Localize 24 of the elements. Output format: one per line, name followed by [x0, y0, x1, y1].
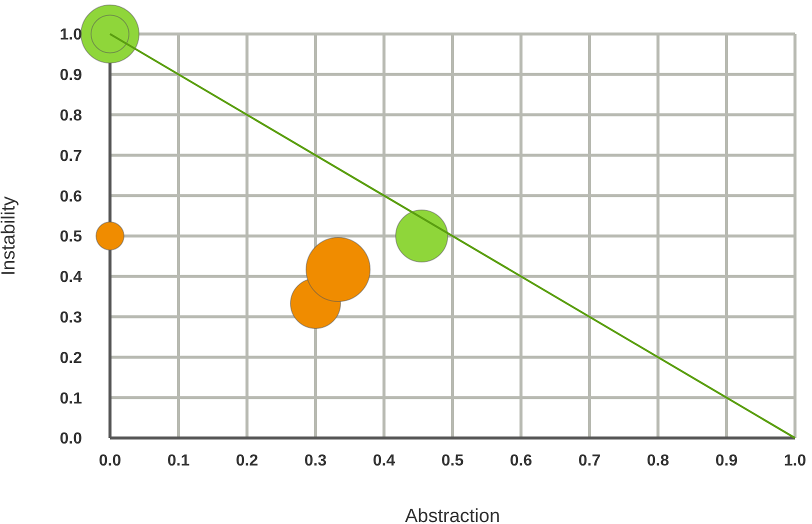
- x-tick-label: 0.8: [646, 452, 670, 470]
- y-tick-label: 0.7: [60, 148, 82, 165]
- y-tick-label: 0.3: [60, 309, 82, 326]
- x-tick-label: 0.3: [304, 452, 327, 470]
- y-tick-label: 0.6: [60, 188, 82, 206]
- y-tick-label: 0.9: [60, 67, 82, 84]
- x-tick-label: 0.5: [441, 452, 464, 470]
- x-tick-label: 0.9: [715, 452, 738, 470]
- x-tick-label: 0.4: [372, 452, 396, 470]
- x-tick-label: 0.2: [236, 452, 258, 470]
- x-tick-label: 0.1: [167, 452, 190, 470]
- x-axis-title: Abstraction: [404, 506, 500, 524]
- y-tick-label: 0.8: [60, 107, 82, 124]
- y-tick-label: 0.2: [60, 350, 82, 367]
- x-tick-label: 1.0: [784, 452, 806, 470]
- y-tick-label: 0.1: [60, 390, 82, 408]
- y-tick-label: 1.0: [60, 26, 82, 44]
- y-tick-label: 0.0: [60, 430, 82, 448]
- x-tick-label: 0.7: [578, 452, 601, 470]
- y-tick-label: 0.5: [60, 228, 82, 246]
- x-tick-label: 0.0: [98, 452, 122, 470]
- y-axis-title: Instability: [0, 196, 20, 276]
- y-tick-label: 0.4: [60, 269, 82, 286]
- x-tick-label: 0.6: [510, 452, 532, 470]
